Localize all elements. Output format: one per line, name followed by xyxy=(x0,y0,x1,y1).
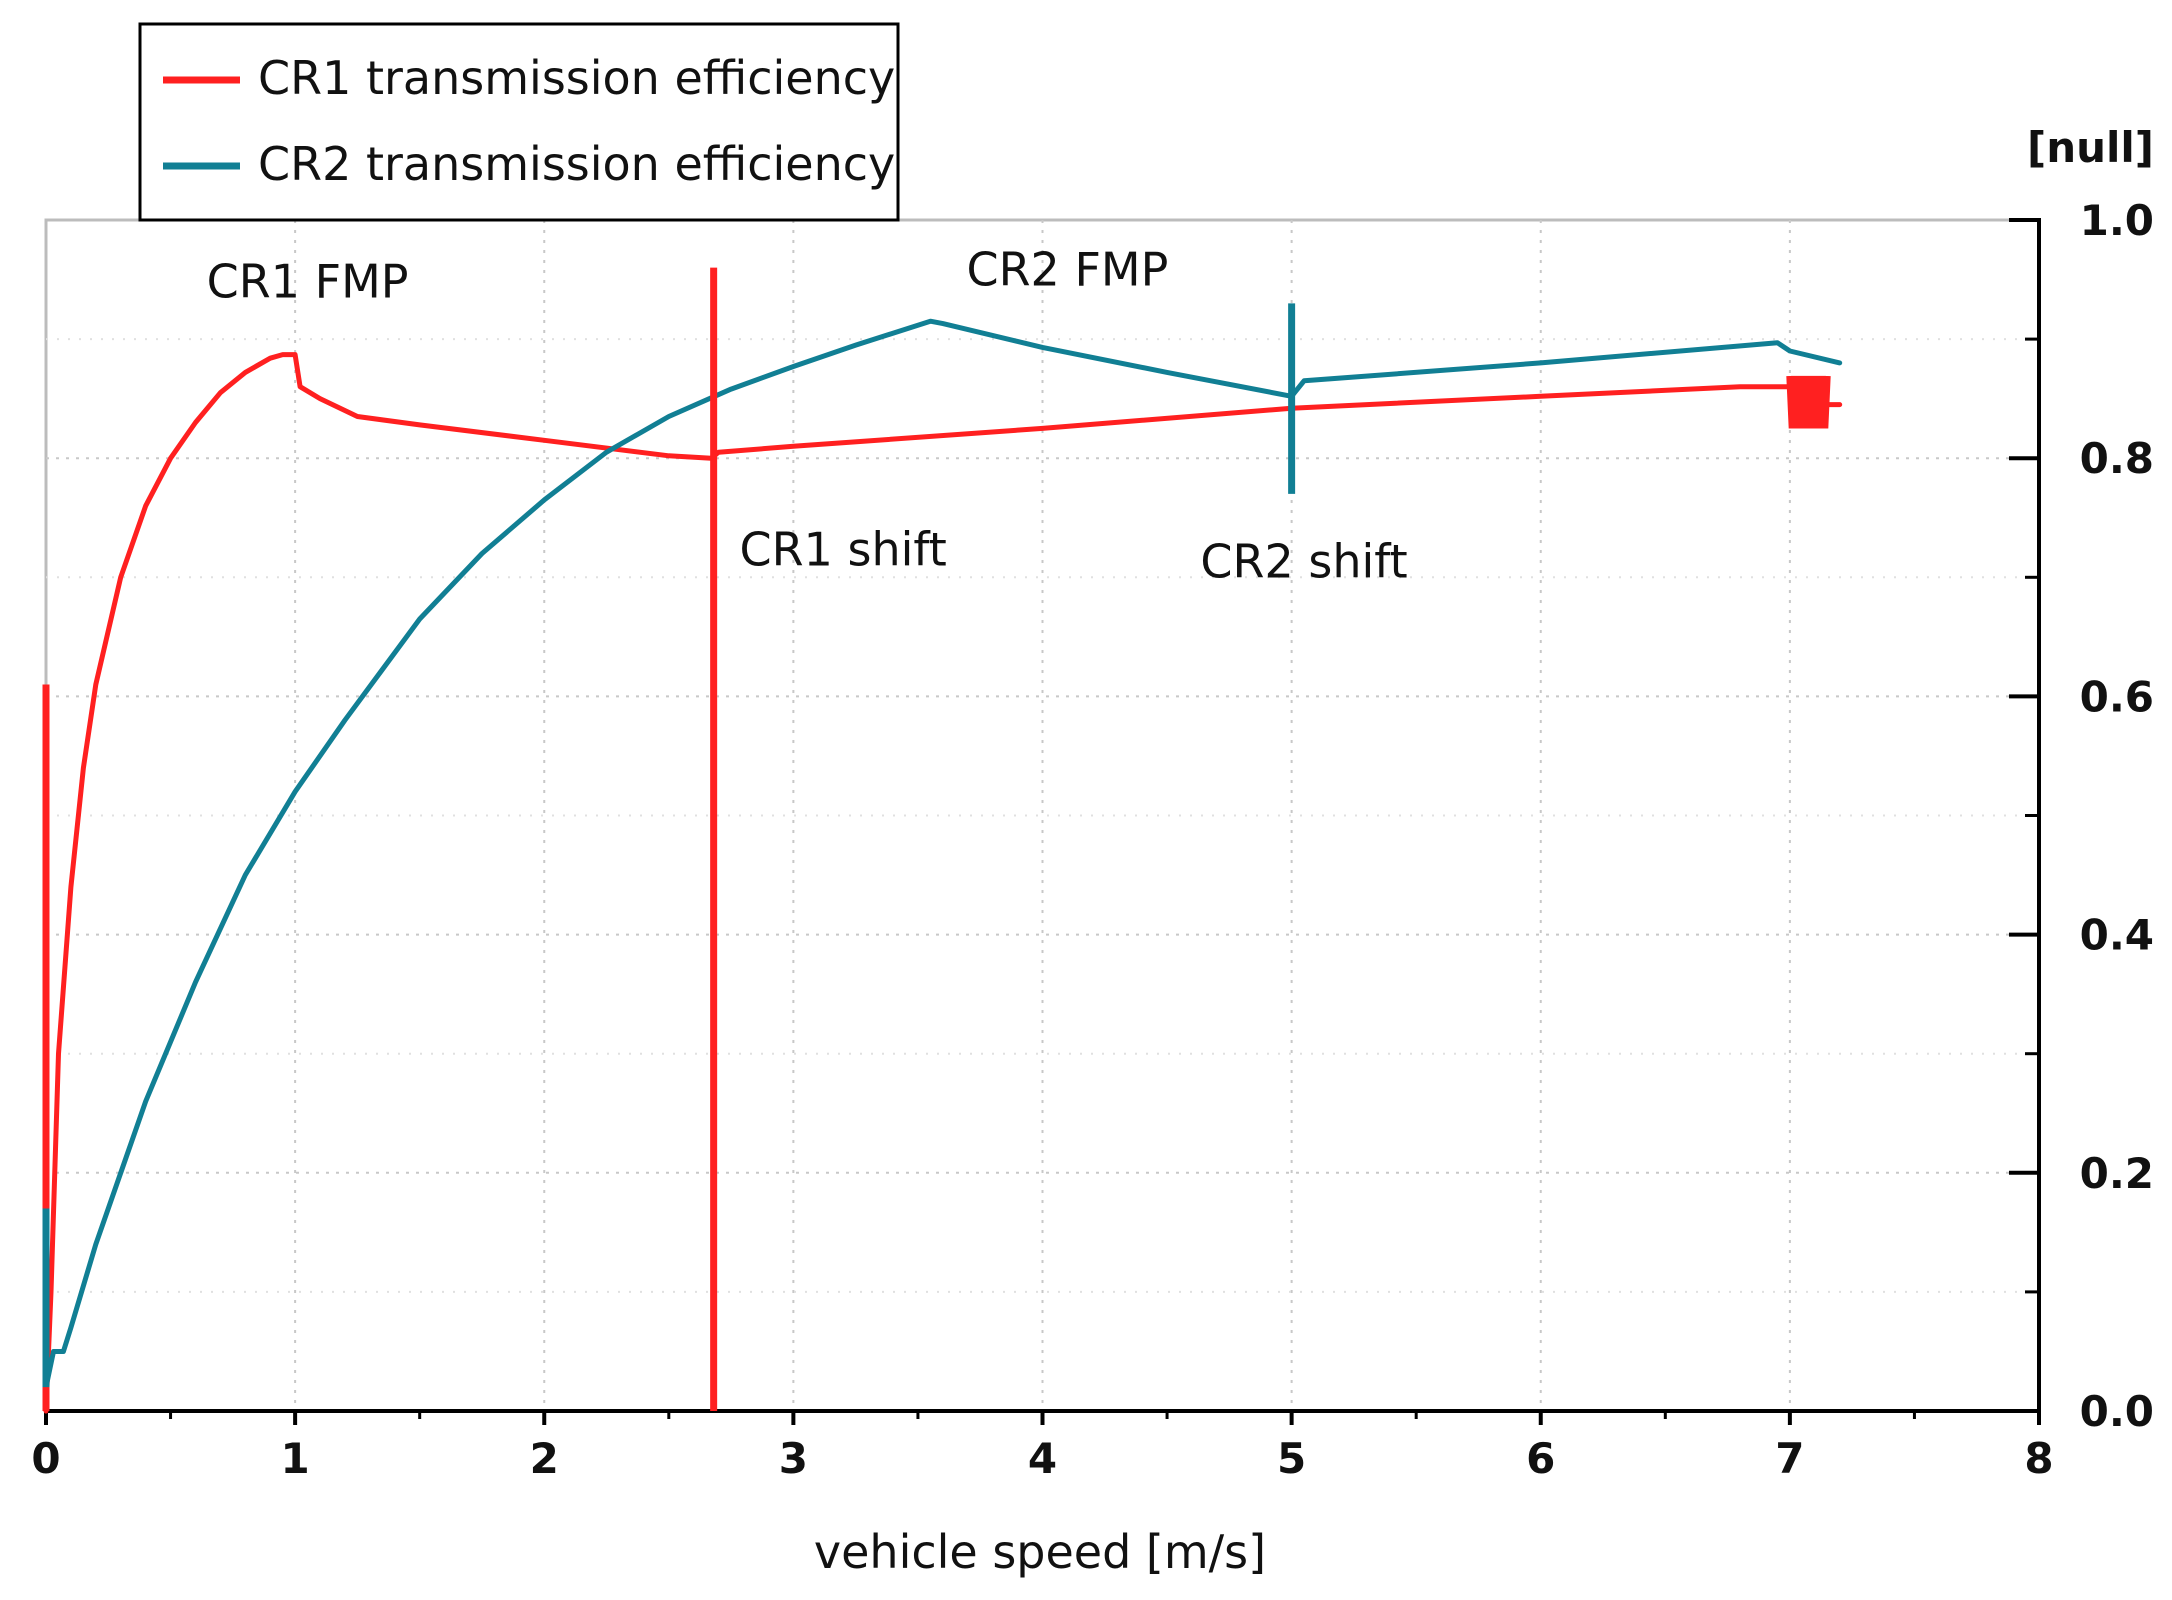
x-tick-label: 7 xyxy=(1775,1434,1804,1483)
x-tick-label: 1 xyxy=(281,1434,310,1483)
x-tick-label: 0 xyxy=(31,1434,60,1483)
oscillation-cr1 xyxy=(1786,375,1831,429)
annotation-label: CR2 FMP xyxy=(966,243,1168,297)
x-tick-label: 8 xyxy=(2024,1434,2053,1483)
grid-layer xyxy=(46,220,2039,1411)
x-axis-title: vehicle speed [m/s] xyxy=(814,1525,1266,1579)
annotation-label: CR2 shift xyxy=(1200,534,1407,588)
legend-label-cr1: CR1 transmission efficiency xyxy=(258,51,895,105)
x-tick-label: 3 xyxy=(779,1434,808,1483)
annotation-label: CR1 FMP xyxy=(207,254,409,308)
y-tick-label: 0.0 xyxy=(2080,1387,2154,1436)
y-unit-label: [null] xyxy=(2027,123,2154,172)
y-tick-label: 0.6 xyxy=(2080,672,2154,721)
annotation-layer: CR1 FMP CR2 FMP CR1 shift CR2 shift xyxy=(207,243,1408,589)
y-tick-label: 0.8 xyxy=(2080,434,2154,483)
series-layer xyxy=(42,267,1843,1414)
x-tick-label: 4 xyxy=(1028,1434,1057,1483)
x-tick-label: 5 xyxy=(1277,1434,1306,1483)
x-tick-label: 2 xyxy=(530,1434,559,1483)
x-tick-label: 6 xyxy=(1526,1434,1555,1483)
legend-label-cr2: CR2 transmission efficiency xyxy=(258,137,895,191)
legend-box xyxy=(138,22,900,222)
legend: CR1 transmission efficiency CR2 transmis… xyxy=(138,22,900,222)
annotation-label: CR1 shift xyxy=(740,522,947,576)
series-line-cr2 xyxy=(43,318,1843,1390)
y-tick-label: 0.4 xyxy=(2080,911,2154,960)
y-tick-label: 0.2 xyxy=(2080,1149,2154,1198)
axis-layer: 0 1 2 3 4 5 6 7 8 0.0 0.2 0.4 0.6 0.8 1.0 xyxy=(31,196,2154,1483)
y-tick-label: 1.0 xyxy=(2080,196,2154,245)
